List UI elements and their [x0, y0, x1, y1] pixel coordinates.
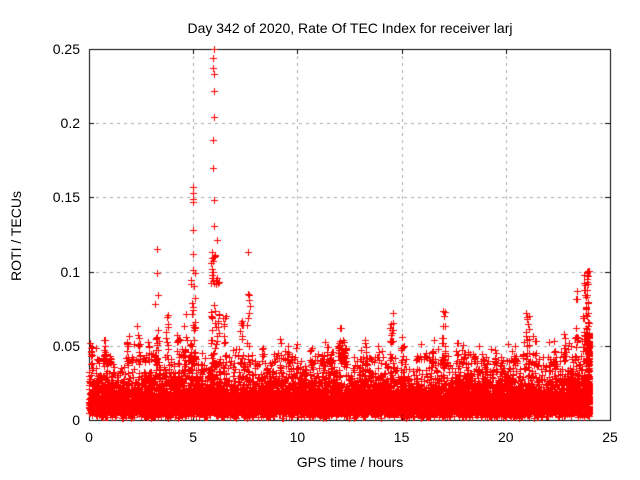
y-tick-label: 0.15 — [52, 189, 80, 206]
x-tick-label: 0 — [85, 429, 93, 445]
x-tick-label: 25 — [602, 429, 618, 445]
y-tick-label: 0.25 — [52, 41, 80, 57]
x-tick-label: 15 — [393, 429, 410, 445]
x-tick-label: 5 — [189, 429, 198, 445]
y-axis-label: ROTI / TECUs — [8, 191, 24, 281]
y-tick-label: 0.1 — [60, 263, 80, 280]
y-tick-label: 0.2 — [60, 115, 80, 132]
y-tick-label: 0.05 — [52, 337, 80, 354]
x-axis-label: GPS time / hours — [296, 454, 404, 470]
x-tick-label: 10 — [289, 429, 306, 445]
x-tick-label: 20 — [498, 429, 514, 445]
chart-title: Day 342 of 2020, Rate Of TEC Index for r… — [187, 20, 513, 36]
y-tick-label: 0 — [72, 412, 80, 428]
